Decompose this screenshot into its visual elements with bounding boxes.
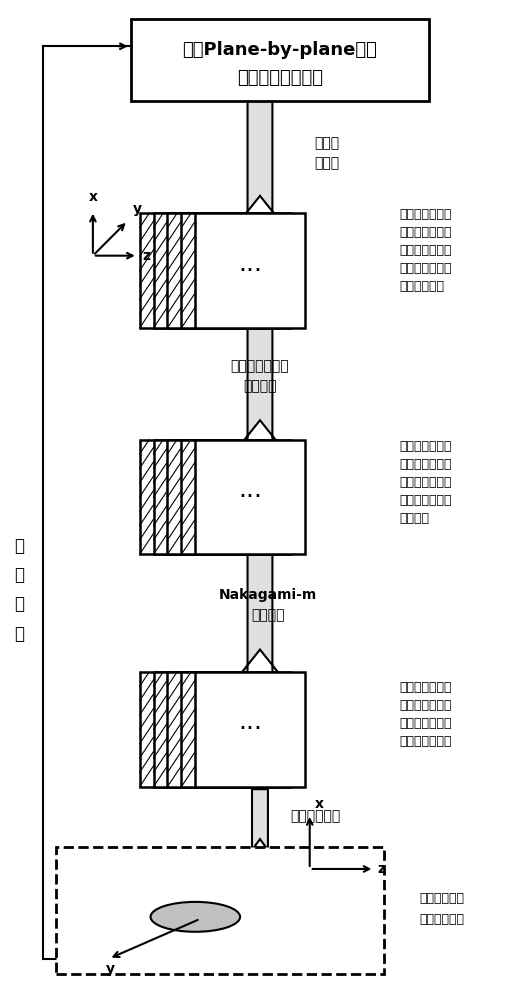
Polygon shape bbox=[236, 101, 284, 226]
Text: ···: ··· bbox=[238, 485, 262, 509]
Polygon shape bbox=[167, 440, 276, 554]
Text: ···: ··· bbox=[238, 717, 262, 741]
FancyBboxPatch shape bbox=[130, 19, 428, 101]
Polygon shape bbox=[195, 440, 304, 554]
Text: ···: ··· bbox=[238, 259, 262, 283]
Text: 三维重建算法: 三维重建算法 bbox=[289, 809, 340, 823]
Text: x: x bbox=[314, 797, 323, 811]
Polygon shape bbox=[153, 672, 263, 787]
Polygon shape bbox=[139, 213, 248, 328]
Polygon shape bbox=[139, 672, 248, 787]
Text: 动装置: 动装置 bbox=[314, 156, 339, 170]
Text: 沿垂直于阵列放
置方向不同单元
位置的一系列二
维空化分布图像
原始射频数据: 沿垂直于阵列放 置方向不同单元 位置的一系列二 维空化分布图像 原始射频数据 bbox=[399, 208, 451, 293]
Polygon shape bbox=[244, 789, 275, 861]
Polygon shape bbox=[195, 672, 304, 787]
Polygon shape bbox=[167, 213, 276, 328]
Text: 原始射频数据采集: 原始射频数据采集 bbox=[236, 69, 322, 87]
Polygon shape bbox=[236, 325, 284, 450]
Polygon shape bbox=[181, 672, 290, 787]
Polygon shape bbox=[195, 213, 304, 328]
Text: 波束合成: 波束合成 bbox=[243, 379, 276, 393]
Text: z: z bbox=[377, 862, 385, 876]
Text: y: y bbox=[106, 962, 115, 976]
Text: 空化密度参量
三维序列图像: 空化密度参量 三维序列图像 bbox=[418, 892, 463, 926]
Text: x: x bbox=[88, 190, 97, 204]
Polygon shape bbox=[153, 213, 263, 328]
Text: Nakagami-m: Nakagami-m bbox=[218, 588, 317, 602]
Text: 最小方差自适应: 最小方差自适应 bbox=[230, 359, 289, 373]
Ellipse shape bbox=[150, 902, 240, 932]
Text: y: y bbox=[132, 202, 142, 216]
Polygon shape bbox=[139, 440, 248, 554]
Text: z: z bbox=[143, 249, 150, 263]
Polygon shape bbox=[181, 440, 290, 554]
Polygon shape bbox=[167, 672, 276, 787]
Polygon shape bbox=[236, 555, 284, 680]
Polygon shape bbox=[153, 440, 263, 554]
Text: 沿垂直于阵列放
置方向不同单元
位置的一系列二
维空化分布图像
射频数据: 沿垂直于阵列放 置方向不同单元 位置的一系列二 维空化分布图像 射频数据 bbox=[399, 440, 451, 525]
Polygon shape bbox=[181, 213, 290, 328]
Text: 参量算法: 参量算法 bbox=[251, 608, 284, 622]
FancyBboxPatch shape bbox=[56, 847, 384, 974]
Text: 三维移: 三维移 bbox=[314, 136, 339, 150]
Text: 阵列Plane-by-plane空化: 阵列Plane-by-plane空化 bbox=[182, 41, 377, 59]
Text: 改
变
参
数: 改 变 参 数 bbox=[14, 537, 24, 643]
Text: 沿垂直于阵列放
置方向不同单元
位置的一系列二
维空化密度图像: 沿垂直于阵列放 置方向不同单元 位置的一系列二 维空化密度图像 bbox=[399, 681, 451, 748]
